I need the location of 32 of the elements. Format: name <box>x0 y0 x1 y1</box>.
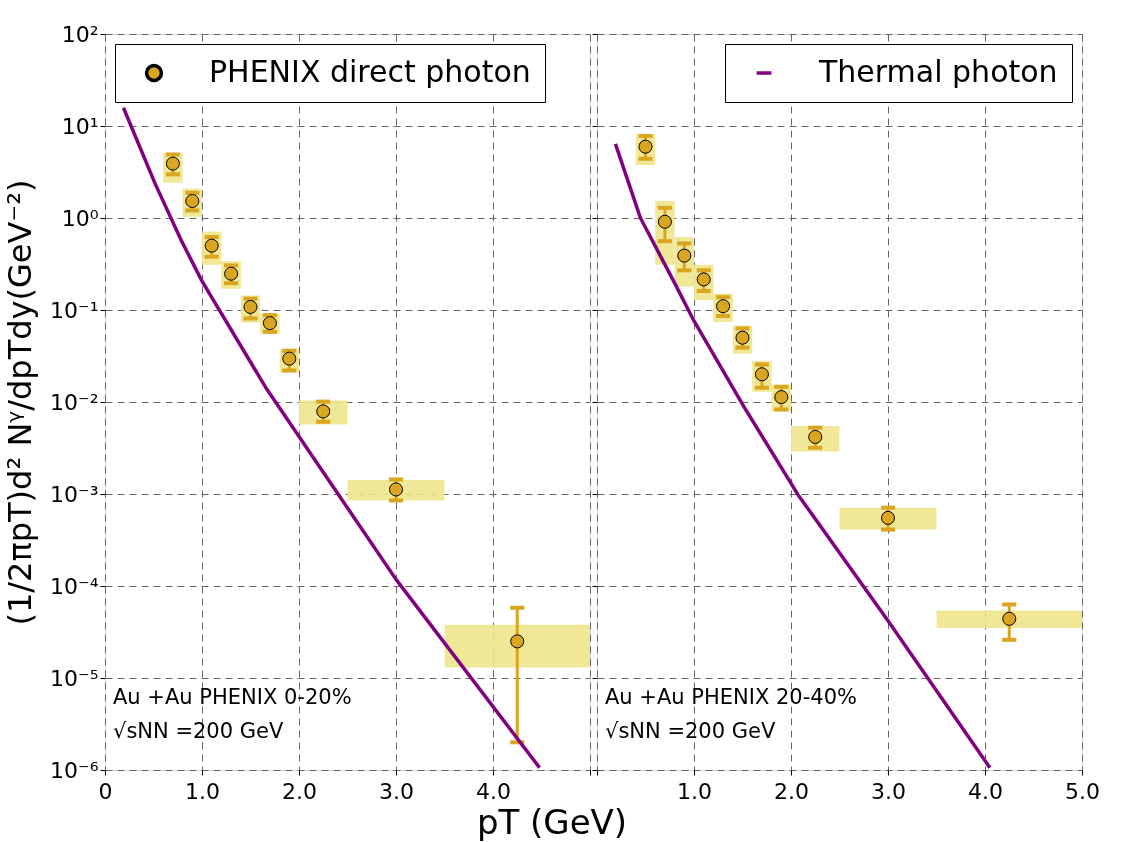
x-tick-label: 5.0 <box>1065 778 1100 804</box>
y-tick-label: 10⁻⁶ <box>50 757 99 783</box>
legend-label: PHENIX direct photon <box>209 54 531 89</box>
y-tick-label: 10² <box>61 21 99 47</box>
y-tick-label: 10⁰ <box>61 205 99 231</box>
annotation: √sNN =200 GeV <box>605 719 776 743</box>
point <box>388 482 404 497</box>
y-tick-label: 10⁻⁴ <box>50 573 99 599</box>
point <box>1002 611 1017 626</box>
x-tick-label: 4.0 <box>476 778 511 804</box>
y-tick-label: 10¹ <box>61 113 99 139</box>
x-tick-label: 1.0 <box>185 778 220 804</box>
y-tick-label: 10⁻³ <box>50 481 99 507</box>
x-tick-label: 2.0 <box>282 778 317 804</box>
y-axis-title: (1/2πpT)d² Nᵞ/dpTdy(GeV⁻²) <box>1 179 40 626</box>
y-tick-label: 10⁻² <box>50 389 99 415</box>
x-axis-title: pT (GeV) <box>476 801 628 842</box>
y-tick-label: 10⁻⁵ <box>50 665 99 691</box>
point <box>657 214 672 229</box>
y-tick-label: 10⁻¹ <box>50 297 99 323</box>
annotation: Au +Au PHENIX 0-20% <box>113 685 352 709</box>
legend-label: Thermal photon <box>818 54 1058 89</box>
x-tick-label: 0 <box>98 778 113 804</box>
annotation: √sNN =200 GeV <box>113 719 284 743</box>
x-tick-label: 3.0 <box>379 778 414 804</box>
x-tick-label: 4.0 <box>968 778 1003 804</box>
point <box>880 510 896 525</box>
annotation: Au +Au PHENIX 20-40% <box>605 685 857 709</box>
x-tick-label: 1.0 <box>677 778 712 804</box>
x-tick-label: 2.0 <box>774 778 809 804</box>
x-tick-label: 3.0 <box>871 778 906 804</box>
point <box>510 634 525 649</box>
